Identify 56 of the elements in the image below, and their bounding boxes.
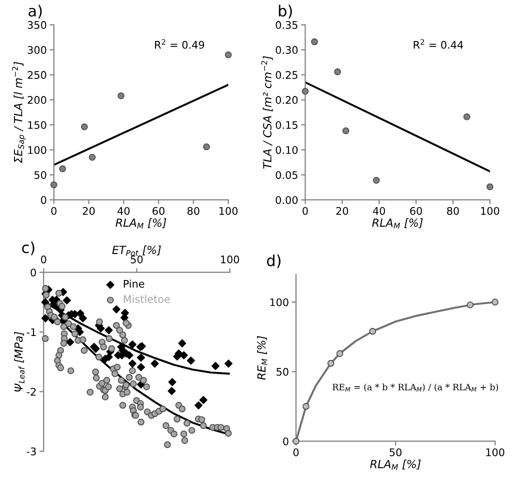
x-tick-label: 60	[152, 206, 164, 215]
x-tick-label: 50	[130, 256, 143, 264]
x-axis-title: ET$_{Pot}$ [%]	[112, 246, 161, 256]
y-tick-label: 100	[28, 146, 46, 154]
y-tick-label: 300	[28, 46, 46, 54]
x-tick-label: 0	[51, 206, 56, 215]
legend-label: Mistletoe	[124, 294, 170, 304]
annotation: R$^{2}$ = 0.49	[155, 39, 204, 49]
x-tick-label: 50	[390, 448, 402, 456]
y-tick-label: 0	[30, 268, 36, 276]
y-tick-label: 0.20	[276, 96, 298, 104]
x-tick-label: 20	[82, 206, 95, 215]
y-tick-label: -3	[26, 447, 36, 456]
x-tick-label: 60	[410, 206, 422, 215]
y-tick-label: 0.30	[276, 46, 298, 54]
y-tick-label: 50	[34, 171, 46, 179]
x-tick-label: 40	[372, 206, 386, 215]
x-axis-title: RLA$_{M}$ [%]	[116, 218, 166, 229]
y-tick-label: -2	[26, 388, 36, 396]
y-axis-title: ΣE$_{Sap}$ / TLA [l m$^{−2}$]	[12, 62, 26, 164]
y-tick-label: 0.25	[276, 71, 298, 79]
legend-label: Pine	[124, 280, 144, 288]
y-tick-label: 100	[270, 298, 288, 306]
chart-title: a)	[28, 4, 42, 18]
x-tick-label: 100	[221, 256, 240, 264]
x-tick-label: 40	[118, 206, 130, 215]
y-tick-label: 350	[28, 21, 46, 29]
x-tick-label: 80	[187, 206, 200, 215]
y-tick-label: 0	[283, 437, 288, 446]
y-axis-title: TLA / CSA [m² cm$^{−2}$]	[261, 56, 273, 169]
y-tick-label: 150	[28, 121, 46, 129]
y-tick-label: -1	[26, 328, 36, 336]
y-tick-label: 200	[28, 96, 46, 104]
chart-title: c)	[22, 242, 34, 256]
y-axis-title: Ψ$_{Leaf}$ [MPa]	[14, 332, 25, 392]
y-axis-title: RE$_{M}$ [%]	[257, 336, 268, 380]
y-tick-label: 0.05	[276, 171, 298, 179]
chart-title: b)	[278, 4, 292, 18]
y-tick-label: 0	[40, 196, 46, 204]
annotation: RE$_{M}$ = (a * b * RLA$_{M}$) / (a * RLA$_{M}$ + b)	[332, 384, 498, 392]
y-tick-label: 0.15	[276, 121, 298, 129]
chart-title: d)	[266, 254, 280, 268]
x-tick-label: 100	[219, 206, 238, 215]
x-tick-label: 100	[481, 206, 500, 215]
x-axis-title: RLA$_{M}$ [%]	[372, 218, 423, 229]
y-tick-label: 0.35	[276, 21, 298, 29]
x-tick-label: 80	[447, 206, 459, 215]
x-tick-label: 20	[336, 206, 348, 215]
x-tick-label: 100	[486, 448, 504, 456]
annotation: R$^{2}$ = 0.44	[414, 39, 464, 49]
y-tick-label: 50	[276, 368, 288, 376]
x-tick-label: 0	[302, 206, 308, 215]
y-tick-label: 0.00	[276, 196, 298, 204]
y-tick-label: 250	[28, 71, 46, 79]
y-tick-label: 0.10	[276, 146, 298, 154]
x-axis-title: RLA$_{M}$ [%]	[370, 460, 421, 470]
